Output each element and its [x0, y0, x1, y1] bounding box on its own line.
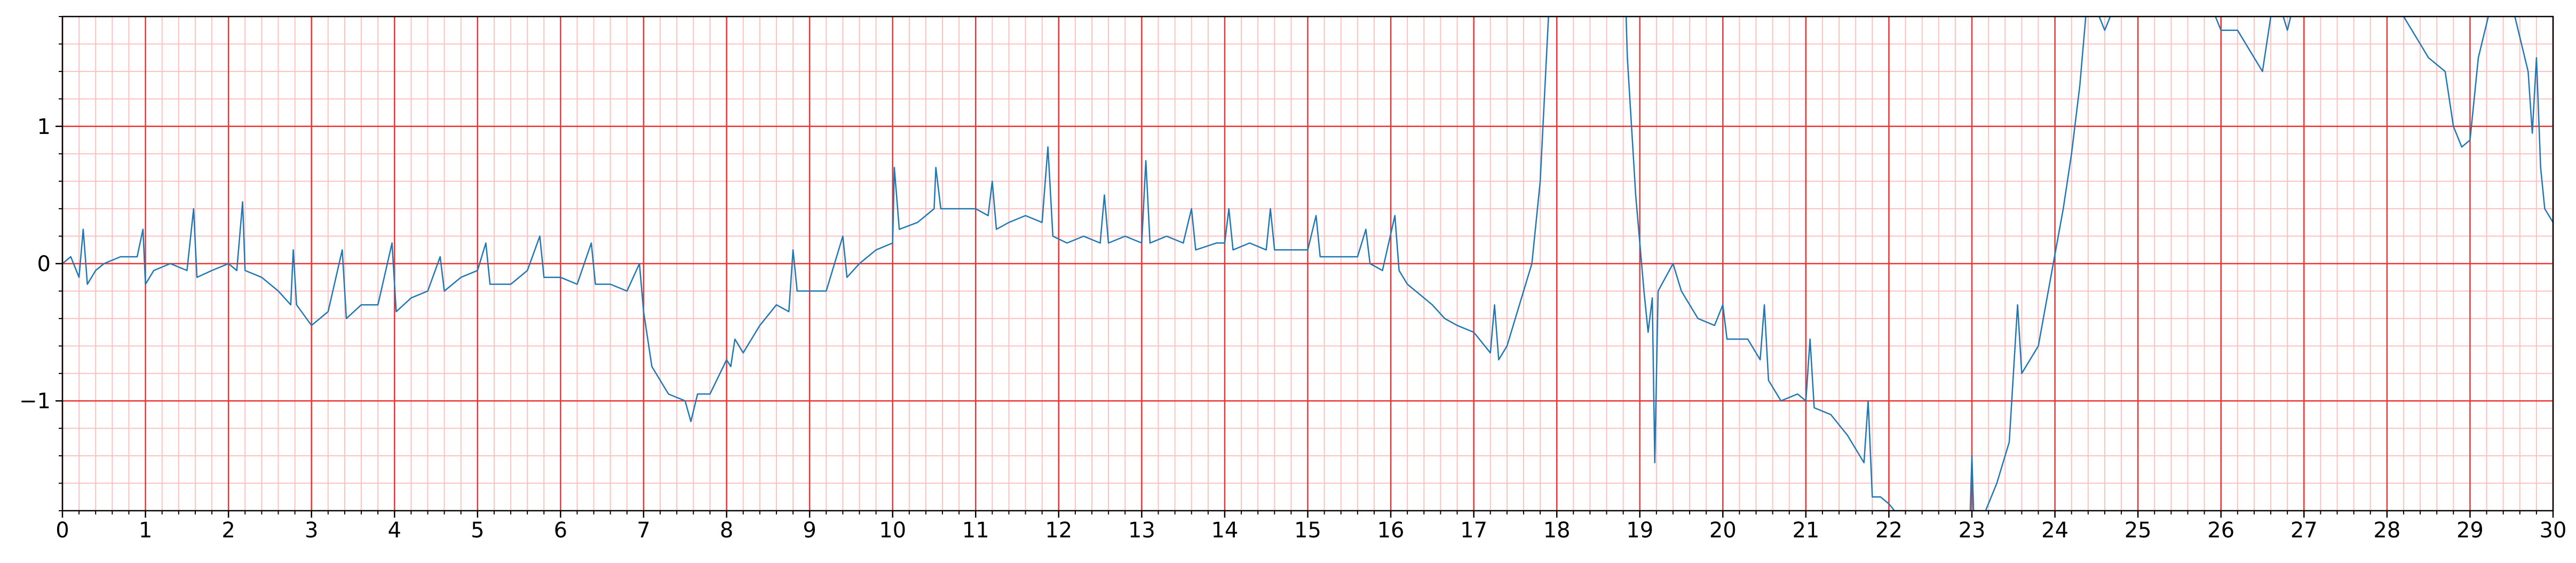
ticks: 0 1 2 3 4 5 6 7 8 9 10 11 12 13 14 15 16 17 18 19 20 21 22 23 24… — [19, 16, 2567, 543]
x-tick-label: 12 — [1045, 518, 1072, 543]
x-tick-label: 13 — [1128, 518, 1155, 543]
x-tick-label: 24 — [2041, 518, 2068, 543]
x-tick-label: 20 — [1709, 518, 1737, 543]
x-tick-label: 23 — [1959, 518, 1986, 543]
data-line — [62, 17, 2553, 511]
x-tick-label: 19 — [1626, 518, 1653, 543]
x-tick-label: 30 — [2540, 518, 2567, 543]
x-tick-label: 18 — [1543, 518, 1571, 543]
x-tick-label: 4 — [388, 518, 401, 543]
x-tick-label: 16 — [1377, 518, 1405, 543]
x-tick-label: 9 — [803, 518, 816, 543]
x-tick-label: 27 — [2290, 518, 2318, 543]
x-tick-label: 29 — [2456, 518, 2484, 543]
x-tick-label: 21 — [1792, 518, 1819, 543]
x-tick-label: 3 — [305, 518, 318, 543]
x-tick-label: 26 — [2207, 518, 2234, 543]
x-tick-label: 1 — [139, 518, 152, 543]
plot-area — [62, 17, 2553, 511]
x-tick-label: 10 — [879, 518, 906, 543]
x-tick-label: 11 — [962, 518, 989, 543]
x-tick-label: 7 — [637, 518, 650, 543]
major-grid — [61, 17, 2554, 511]
x-tick-label: 5 — [471, 518, 484, 543]
y-tick-label: −1 — [19, 389, 51, 414]
x-tick-label: 28 — [2373, 518, 2400, 543]
x-tick-label: 14 — [1211, 518, 1238, 543]
x-tick-label: 2 — [221, 518, 235, 543]
x-tick-label: 17 — [1460, 518, 1487, 543]
y-tick-label: 1 — [37, 115, 51, 139]
x-tick-label: 15 — [1294, 518, 1321, 543]
x-tick-label: 6 — [554, 518, 567, 543]
x-tick-label: 8 — [720, 518, 733, 543]
x-tick-label: 25 — [2125, 518, 2152, 543]
x-tick-label: 22 — [1875, 518, 1903, 543]
y-tick-label: 0 — [37, 252, 51, 276]
x-tick-label: 0 — [56, 518, 69, 543]
